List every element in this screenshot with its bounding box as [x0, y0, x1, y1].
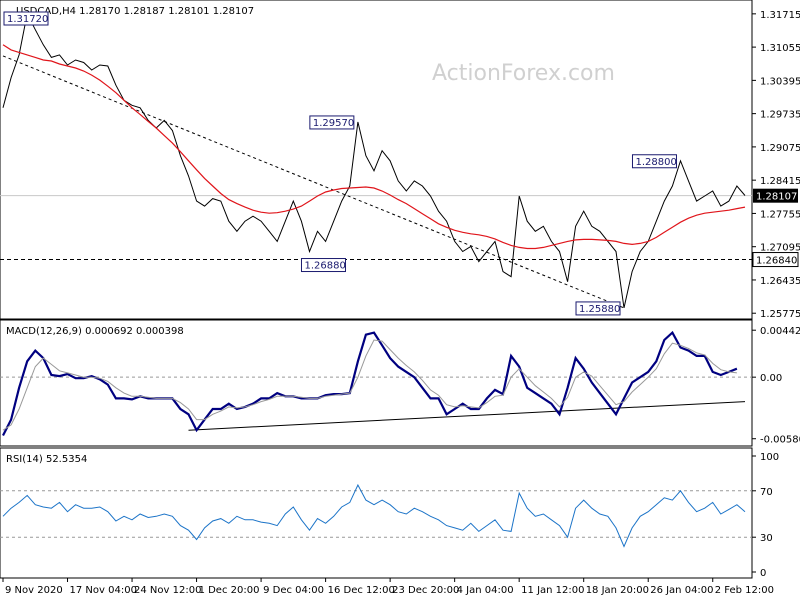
price-y-tick-label: 1.28415	[760, 176, 800, 187]
annotation-label: 1.29570	[313, 118, 354, 129]
current-price-box	[753, 188, 798, 203]
macd-y-tick-label: 0.004427	[760, 326, 800, 337]
price-y-tick-label: 1.31055	[760, 43, 800, 54]
annotation-box	[3, 11, 49, 26]
price-panel-title: USDCAD,H4 1.28170 1.28187 1.28101 1.2810…	[16, 6, 254, 17]
macd-panel: MACD(12,26,9) 0.000692 0.000398 0.004427…	[0, 319, 800, 447]
macd-y-tick-label: -0.005803	[760, 435, 800, 446]
price-y-tick-label: 1.26435	[760, 276, 800, 287]
x-tick-label: 9 Dec 04:00	[263, 585, 324, 596]
price-trendline	[2, 55, 625, 309]
macd-line	[2, 330, 738, 436]
rsi-y-axis: 100 70 30 0	[752, 452, 779, 579]
rsi-y-tick-label: 100	[760, 452, 779, 463]
x-tick-label: 16 Dec 12:00	[328, 585, 395, 596]
price-line	[2, 12, 746, 309]
macd-signal-line	[2, 339, 737, 431]
price-y-tick-label: 1.30395	[760, 76, 800, 87]
rsi-panel: RSI(14) 52.5354 100 70 30 0	[0, 447, 779, 579]
annotation-label: 1.31720	[7, 14, 48, 25]
macd-panel-frame	[0, 319, 753, 447]
x-tick-label: 18 Jan 20:00	[586, 585, 649, 596]
rsi-y-tick-label: 30	[760, 533, 773, 544]
x-tick-label: 1 Dec 20:00	[199, 585, 260, 596]
annotation-box	[309, 115, 355, 130]
x-tick-label: 26 Jan 04:00	[650, 585, 713, 596]
price-y-tick-label: 1.29075	[760, 143, 800, 154]
annotation-label: 1.28800	[635, 157, 676, 168]
x-tick-label: 9 Nov 2020	[5, 585, 63, 596]
x-tick-label: 4 Jan 04:00	[457, 585, 514, 596]
x-tick-label: 23 Dec 20:00	[392, 585, 459, 596]
support-level-box	[752, 252, 799, 268]
price-y-tick-label: 1.31715	[760, 10, 800, 21]
price-panel: USDCAD,H4 1.28170 1.28187 1.28101 1.2810…	[0, 0, 800, 320]
macd-lines	[0, 330, 752, 436]
annotation-label: 1.25880	[579, 304, 620, 315]
annotation-box	[575, 301, 621, 316]
macd-y-tick-label: 0.00	[760, 373, 782, 384]
price-annotations: 1.28107 1.26840 1.31720 1.29570 1.26880 1.288…	[3, 11, 799, 316]
moving-average-line	[2, 44, 746, 250]
support-level-label: 1.26840	[756, 256, 797, 267]
price-panel-frame	[0, 0, 753, 320]
macd-trendline	[188, 401, 746, 431]
annotation-box	[631, 154, 677, 169]
price-y-tick-label: 1.27755	[760, 209, 800, 220]
price-y-tick-label: 1.29735	[760, 110, 800, 121]
macd-panel-title: MACD(12,26,9) 0.000692 0.000398	[6, 326, 184, 337]
x-tick-label: 2 Feb 12:00	[715, 585, 774, 596]
macd-y-axis: 0.004427 0.00 -0.005803	[752, 326, 800, 446]
x-tick-label: 24 Nov 12:00	[134, 585, 201, 596]
x-tick-label: 17 Nov 04:00	[70, 585, 137, 596]
rsi-panel-title: RSI(14) 52.5354	[6, 454, 87, 465]
price-y-tick-label: 1.27095	[760, 243, 800, 254]
watermark: ActionForex.com	[432, 61, 615, 86]
rsi-y-tick-label: 70	[760, 487, 773, 498]
annotation-box	[300, 258, 346, 273]
current-price-label: 1.28107	[756, 192, 797, 203]
x-tick-label: 11 Jan 12:00	[521, 585, 584, 596]
price-lines	[0, 12, 752, 309]
price-y-axis: 1.31715 1.31055 1.30395 1.29735 1.29075 1.284…	[752, 10, 800, 320]
annotation-label: 1.26880	[304, 261, 345, 272]
rsi-lines	[0, 483, 752, 548]
rsi-panel-frame	[0, 447, 753, 579]
price-y-tick-label: 1.25775	[760, 309, 800, 320]
rsi-line	[2, 483, 746, 548]
rsi-y-tick-label: 0	[760, 568, 766, 579]
